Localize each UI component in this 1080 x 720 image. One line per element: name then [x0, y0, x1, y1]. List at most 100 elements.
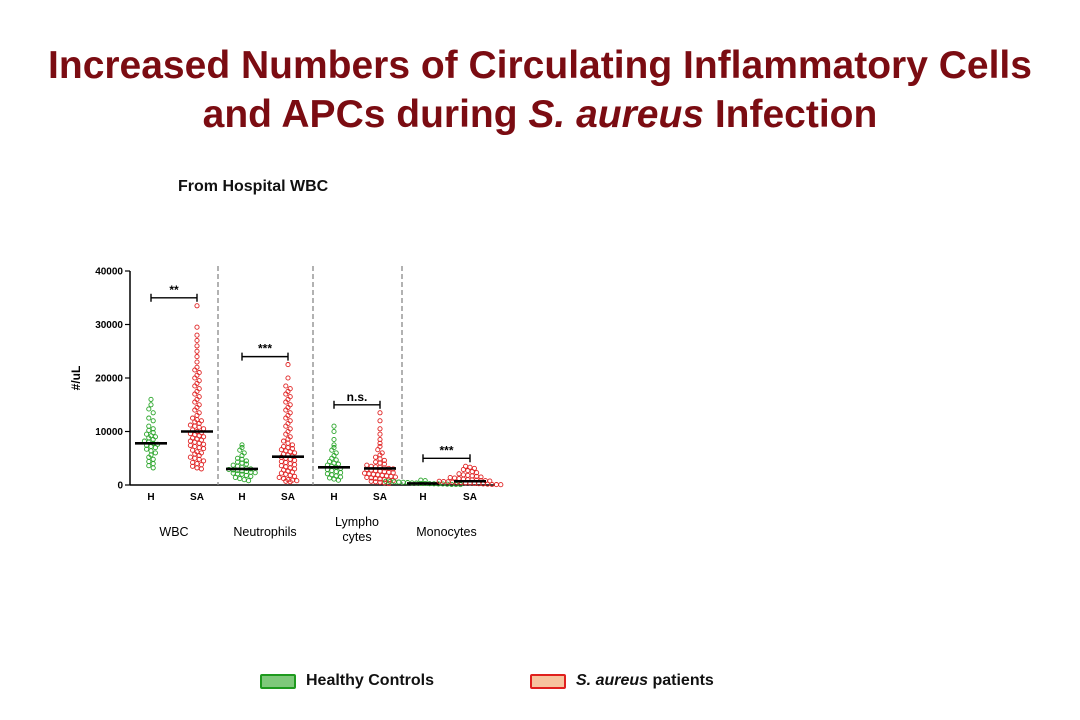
title-text-organism: S. aureus — [528, 93, 704, 136]
group-label: Lympho — [335, 515, 379, 529]
data-point-h — [324, 471, 330, 477]
data-point-sa — [377, 418, 383, 424]
data-point-sa — [364, 462, 370, 468]
x-tick-label: H — [238, 492, 245, 503]
y-axis-label: #/uL — [69, 366, 83, 391]
data-point-sa — [201, 446, 207, 452]
data-point-sa — [198, 462, 204, 468]
data-point-sa — [441, 478, 447, 485]
data-point-h — [146, 423, 152, 429]
data-point-h — [331, 442, 337, 448]
data-point-h — [144, 446, 150, 452]
data-point-h — [243, 458, 249, 464]
data-point-sa — [436, 478, 442, 484]
data-point-sa — [283, 391, 289, 397]
data-point-sa — [292, 457, 298, 463]
data-point-sa — [281, 438, 287, 444]
data-point-h — [391, 479, 397, 485]
significance-label: *** — [439, 443, 453, 457]
data-point-sa — [377, 410, 383, 416]
data-point-sa — [194, 354, 200, 360]
data-point-sa — [192, 455, 198, 461]
significance-label: n.s. — [347, 390, 368, 404]
data-point-sa — [201, 441, 207, 447]
data-point-sa — [194, 465, 200, 471]
data-point-h — [331, 428, 337, 435]
data-point-h — [338, 470, 344, 476]
group-label: Neutrophils — [233, 525, 296, 539]
significance-label: ** — [169, 283, 179, 297]
chart-subtitle: From Hospital WBC — [178, 178, 329, 195]
legend-item-patients: S. aureus patients — [530, 671, 714, 691]
data-point-h — [146, 415, 152, 421]
data-point-h — [148, 402, 154, 408]
data-point-sa — [201, 458, 207, 464]
data-point-sa — [187, 454, 193, 460]
data-point-h — [237, 476, 243, 482]
data-point-sa — [283, 399, 289, 405]
data-point-sa — [381, 457, 387, 463]
data-point-h — [252, 470, 258, 476]
data-point-sa — [285, 440, 291, 446]
data-point-sa — [192, 439, 198, 445]
data-point-sa — [390, 470, 396, 476]
data-point-h — [146, 458, 152, 465]
data-point-h — [232, 474, 238, 481]
title-text-post: Infection — [703, 93, 878, 136]
data-point-sa — [196, 445, 202, 451]
data-point-h — [239, 453, 245, 459]
data-point-sa — [278, 463, 284, 469]
data-point-sa — [192, 367, 198, 373]
data-point-sa — [283, 407, 289, 413]
data-point-sa — [392, 474, 398, 480]
data-point-sa — [196, 440, 202, 446]
data-point-h — [239, 442, 245, 448]
data-point-sa — [377, 460, 383, 466]
data-point-sa — [447, 474, 453, 481]
data-point-sa — [373, 459, 379, 465]
data-point-sa — [283, 415, 289, 421]
data-point-sa — [194, 303, 200, 309]
slide-title-line-1: Increased Numbers of Circulating Inflamm… — [48, 44, 1032, 87]
data-point-sa — [377, 440, 383, 446]
data-point-sa — [456, 471, 462, 477]
legend-label-patients: S. aureus patients — [576, 672, 714, 690]
data-point-sa — [196, 453, 202, 459]
data-point-sa — [194, 359, 200, 365]
data-point-sa — [390, 478, 396, 484]
data-point-sa — [283, 471, 289, 477]
legend-label-organism: S. aureus — [576, 672, 649, 689]
data-point-h — [237, 447, 243, 453]
data-point-sa — [187, 442, 193, 448]
data-point-h — [148, 443, 154, 450]
data-point-sa — [285, 375, 291, 381]
data-point-sa — [283, 383, 289, 389]
data-point-h — [327, 458, 333, 465]
data-point-sa — [498, 482, 504, 488]
x-tick-label: SA — [463, 492, 477, 503]
data-point-sa — [194, 348, 200, 354]
data-point-sa — [190, 415, 196, 421]
data-point-sa — [196, 420, 202, 427]
data-point-sa — [478, 474, 484, 480]
data-point-sa — [283, 423, 289, 429]
data-point-sa — [187, 438, 193, 444]
data-point-h — [146, 427, 152, 433]
data-point-sa — [192, 391, 198, 397]
data-point-h — [241, 477, 247, 483]
cell-count-scatter-chart: 0 10000 20000 30000 40000 #/uL H SA ** WBC H SA *** N… — [69, 266, 504, 544]
data-point-sa — [452, 475, 458, 481]
data-point-sa — [364, 474, 370, 481]
data-point-h — [150, 410, 156, 416]
data-point-sa — [285, 362, 291, 368]
data-point-h — [146, 406, 152, 412]
data-point-h — [331, 423, 337, 429]
data-point-h — [150, 418, 156, 424]
legend-label-rest: patients — [648, 672, 714, 689]
data-point-sa — [469, 469, 475, 475]
data-point-h — [331, 436, 337, 443]
data-point-sa — [190, 463, 196, 469]
group-label: Monocytes — [416, 525, 476, 539]
title-text-pre: and APCs during — [202, 93, 529, 136]
data-point-h — [329, 447, 335, 453]
